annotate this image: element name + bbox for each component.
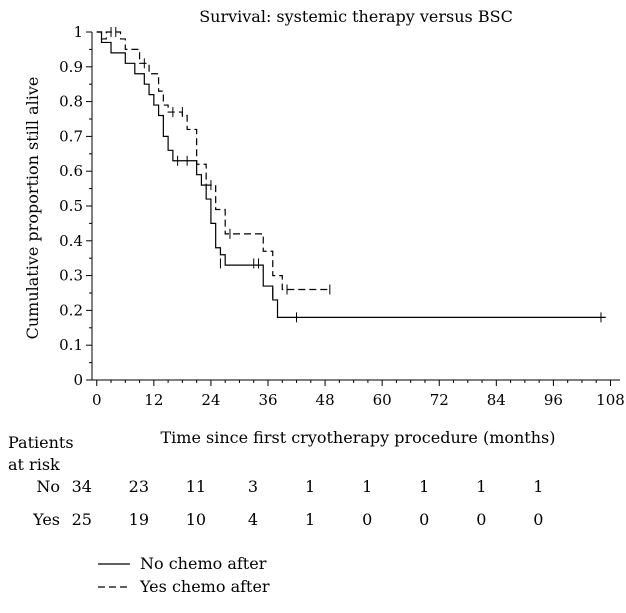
y-tick-label: 0 [73, 371, 83, 389]
risk-count: 1 [362, 477, 372, 496]
risk-count: 1 [476, 477, 486, 496]
y-tick-label: 0.6 [59, 162, 83, 180]
legend-label: Yes chemo after [139, 577, 270, 596]
x-tick-label: 36 [258, 391, 277, 409]
y-tick-label: 0.1 [59, 336, 83, 354]
risk-count: 25 [72, 510, 92, 529]
x-tick-label: 96 [544, 391, 563, 409]
y-tick-label: 0.8 [59, 93, 83, 111]
y-tick-label: 1 [73, 23, 83, 41]
y-tick-label: 0.3 [59, 267, 83, 285]
risk-count: 34 [72, 477, 92, 496]
risk-count: 0 [419, 510, 429, 529]
risk-count: 0 [533, 510, 543, 529]
x-tick-label: 24 [201, 391, 220, 409]
risk-count: 23 [129, 477, 149, 496]
risk-count: 19 [129, 510, 149, 529]
x-tick-label: 48 [316, 391, 335, 409]
risk-count: 10 [186, 510, 206, 529]
risk-count: 1 [419, 477, 429, 496]
risk-table-title: Patients at risk [8, 433, 79, 474]
y-tick-label: 0.5 [59, 197, 83, 215]
x-tick-label: 12 [144, 391, 163, 409]
x-tick-label: 0 [92, 391, 102, 409]
legend-label: No chemo after [140, 554, 267, 573]
y-tick-label: 0.7 [59, 127, 83, 145]
plot-area [91, 32, 620, 381]
risk-count: 1 [533, 477, 543, 496]
y-axis-label: Cumulative proportion still alive [23, 77, 42, 340]
risk-count: 1 [305, 510, 315, 529]
risk-row-label: No [36, 477, 60, 496]
survival-curve [96, 31, 606, 318]
risk-count: 0 [476, 510, 486, 529]
y-axis-ticks: 0 0.1 0.2 0.3 0.4 0.5 0.6 0.7 0.8 0.9 1 [59, 23, 92, 389]
x-tick-label: 108 [596, 391, 625, 409]
y-tick-label: 0.9 [59, 58, 83, 76]
risk-table-title-line-1: Patients [8, 433, 74, 452]
survival-curve [96, 31, 330, 291]
x-axis-ticks: 0 12 24 36 48 60 72 84 96 108 [92, 380, 625, 409]
legend: No chemo after Yes chemo after [98, 554, 270, 596]
x-tick-label: 84 [487, 391, 506, 409]
x-tick-label: 72 [430, 391, 449, 409]
risk-count: 11 [186, 477, 206, 496]
risk-count: 4 [248, 510, 258, 529]
x-axis-label: Time since first cryotherapy procedure (… [161, 428, 556, 447]
series-layer [96, 27, 606, 323]
x-tick-label: 60 [373, 391, 392, 409]
risk-count: 0 [362, 510, 372, 529]
chart-title: Survival: systemic therapy versus BSC [199, 7, 513, 26]
risk-count: 1 [305, 477, 315, 496]
y-tick-label: 0.2 [59, 301, 83, 319]
y-tick-label: 0.4 [59, 232, 83, 250]
risk-count: 3 [248, 477, 258, 496]
risk-row-label: Yes [32, 510, 60, 529]
risk-table-title-line-2: at risk [8, 455, 60, 474]
